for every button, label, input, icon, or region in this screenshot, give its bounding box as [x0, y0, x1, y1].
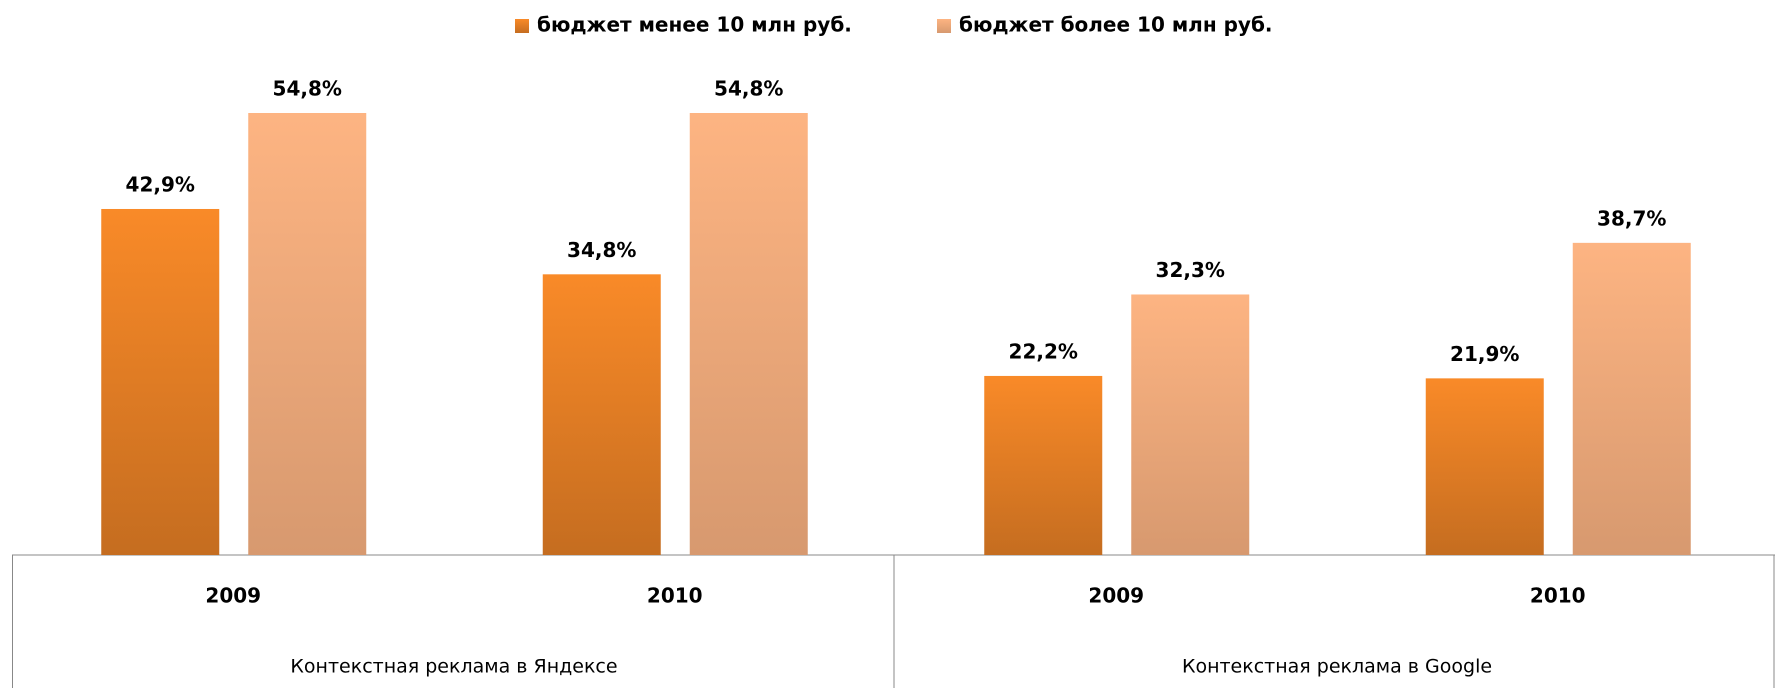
data-label: 21,9%	[1450, 342, 1519, 366]
x-tick-label: 2009	[205, 584, 261, 608]
legend-swatch	[937, 19, 951, 33]
bar	[984, 375, 1103, 555]
group-label: Контекстная реклама в Google	[1182, 656, 1492, 678]
legend-label: бюджет менее 10 млн руб.	[537, 13, 852, 37]
bar	[248, 113, 367, 555]
data-label: 54,8%	[714, 77, 783, 101]
bar	[1425, 378, 1544, 555]
bar	[689, 113, 808, 555]
bar	[542, 274, 661, 555]
x-tick-label: 2009	[1088, 584, 1144, 608]
legend-label: бюджет более 10 млн руб.	[959, 13, 1273, 37]
bar	[101, 208, 220, 555]
data-label: 34,8%	[567, 238, 636, 262]
group-label: Контекстная реклама в Яндексе	[290, 656, 617, 678]
bar	[1572, 242, 1691, 555]
bar	[1131, 294, 1250, 555]
data-label: 54,8%	[273, 77, 342, 101]
data-label: 38,7%	[1597, 206, 1666, 230]
x-tick-label: 2010	[647, 584, 703, 608]
data-label: 22,2%	[1009, 339, 1078, 363]
x-tick-label: 2010	[1530, 584, 1586, 608]
data-label: 42,9%	[126, 172, 195, 196]
data-label: 32,3%	[1156, 258, 1225, 282]
legend-swatch	[515, 19, 529, 33]
